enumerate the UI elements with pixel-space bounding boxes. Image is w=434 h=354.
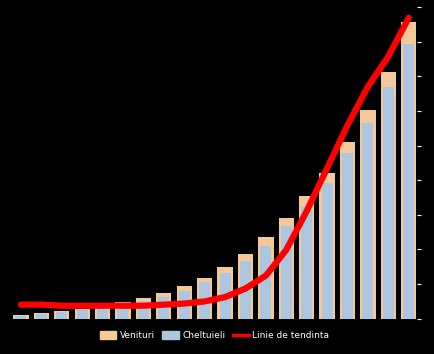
Bar — [54, 311, 69, 319]
Bar — [322, 183, 332, 319]
Bar — [360, 110, 375, 319]
Bar — [97, 308, 108, 319]
Bar — [220, 274, 230, 319]
Bar — [16, 316, 26, 319]
Bar — [13, 315, 29, 319]
Bar — [36, 314, 47, 319]
Bar — [258, 237, 273, 319]
Bar — [299, 196, 314, 319]
Bar — [279, 218, 294, 319]
Bar — [177, 286, 192, 319]
Bar — [240, 261, 251, 319]
Bar — [115, 302, 131, 319]
Bar — [383, 87, 394, 319]
Bar — [138, 301, 149, 319]
Bar — [238, 254, 253, 319]
Bar — [95, 306, 110, 319]
Bar — [381, 72, 396, 319]
Bar — [34, 313, 49, 319]
Bar — [199, 282, 210, 319]
Bar — [319, 172, 335, 319]
Bar — [342, 153, 353, 319]
Bar — [77, 310, 88, 319]
Bar — [217, 267, 233, 319]
Bar — [260, 246, 271, 319]
Bar — [301, 207, 312, 319]
Legend: Venituri, Cheltuieli, Linie de tendinta: Venituri, Cheltuieli, Linie de tendinta — [99, 330, 331, 342]
Bar — [136, 298, 151, 319]
Bar — [56, 312, 67, 319]
Bar — [340, 142, 355, 319]
Bar — [156, 293, 171, 319]
Bar — [197, 278, 212, 319]
Bar — [75, 309, 90, 319]
Bar — [179, 291, 190, 319]
Bar — [401, 22, 416, 319]
Bar — [158, 297, 169, 319]
Bar — [281, 226, 292, 319]
Bar — [118, 305, 128, 319]
Bar — [403, 44, 414, 319]
Bar — [362, 123, 373, 319]
